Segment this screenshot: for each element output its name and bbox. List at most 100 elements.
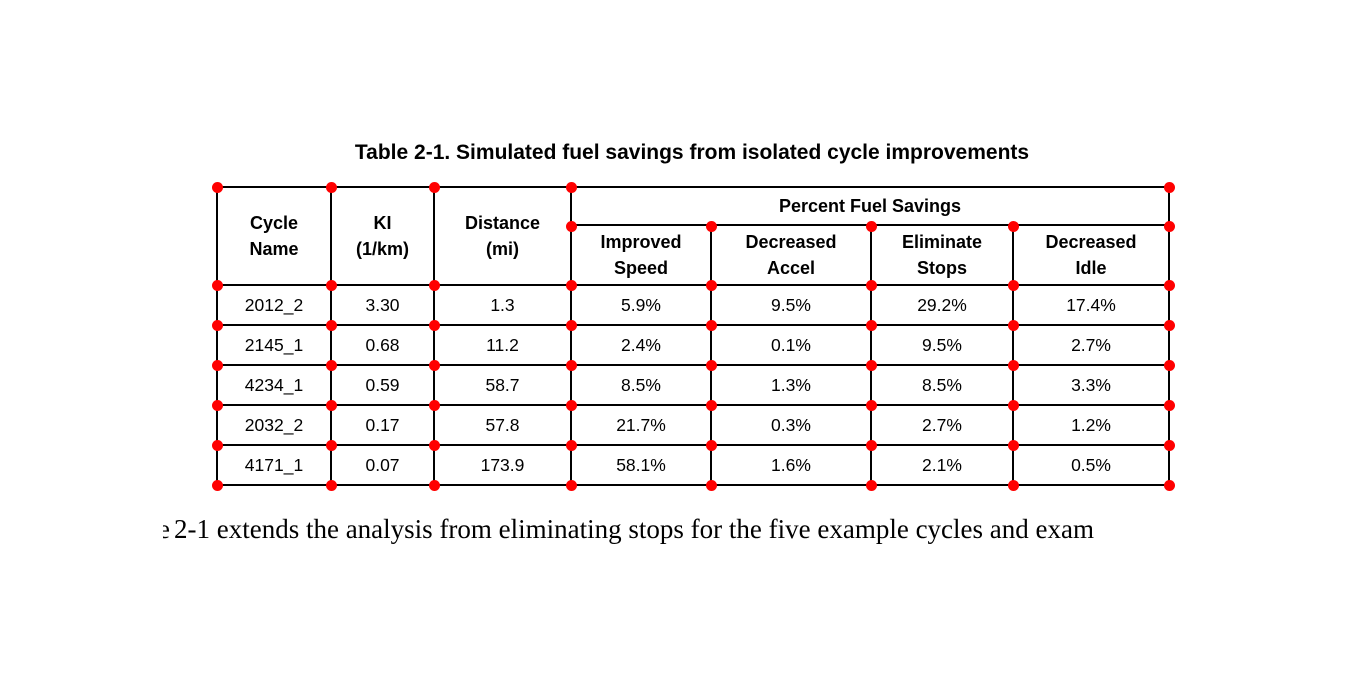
red-corner-marker bbox=[866, 440, 877, 451]
red-corner-marker bbox=[566, 182, 577, 193]
table-cell: 1.3% bbox=[710, 364, 872, 406]
header-line: Speed bbox=[613, 258, 669, 278]
table-row: 2145_1 0.68 11.2 2.4% 0.1% 9.5% 2.7% bbox=[216, 324, 1171, 366]
header-line: Stops bbox=[916, 258, 967, 278]
col-header-ki: KI (1/km) bbox=[330, 186, 435, 286]
table-cell: 8.5% bbox=[570, 364, 712, 406]
col-header-decreased-idle: Decreased Idle bbox=[1011, 224, 1171, 286]
red-corner-marker bbox=[1164, 221, 1175, 232]
table-cell: 0.68 bbox=[330, 324, 435, 366]
red-corner-marker bbox=[706, 480, 717, 491]
red-corner-marker bbox=[429, 280, 440, 291]
red-corner-marker bbox=[1008, 440, 1019, 451]
red-corner-marker bbox=[866, 480, 877, 491]
table-row: 4234_1 0.59 58.7 8.5% 1.3% 8.5% 3.3% bbox=[216, 364, 1171, 406]
header-line: Eliminate bbox=[901, 231, 983, 252]
table-cell: 1.2% bbox=[1011, 404, 1171, 446]
col-header-eliminate-stops: Eliminate Stops bbox=[870, 224, 1014, 286]
red-corner-marker bbox=[1164, 440, 1175, 451]
red-corner-marker bbox=[326, 280, 337, 291]
red-corner-marker bbox=[1164, 320, 1175, 331]
table-row: 2012_2 3.30 1.3 5.9% 9.5% 29.2% 17.4% bbox=[216, 284, 1171, 326]
red-corner-marker bbox=[1008, 360, 1019, 371]
body-text-content: 2-1 extends the analysis from eliminatin… bbox=[174, 514, 1094, 544]
red-corner-marker bbox=[566, 320, 577, 331]
red-corner-marker bbox=[566, 280, 577, 291]
table-cell: 4171_1 bbox=[216, 444, 332, 486]
red-corner-marker bbox=[706, 440, 717, 451]
red-corner-marker bbox=[212, 280, 223, 291]
table-cell: 4234_1 bbox=[216, 364, 332, 406]
table-cell: 0.17 bbox=[330, 404, 435, 446]
table-cell: 21.7% bbox=[570, 404, 712, 446]
red-corner-marker bbox=[1008, 221, 1019, 232]
group-header-percent-fuel-savings: Percent Fuel Savings bbox=[569, 186, 1171, 226]
table-cell: 8.5% bbox=[870, 364, 1014, 406]
red-corner-marker bbox=[866, 280, 877, 291]
header-line: Decreased bbox=[1045, 231, 1137, 252]
red-corner-marker bbox=[429, 182, 440, 193]
table-cell: 9.5% bbox=[710, 284, 872, 326]
table-cell: 58.7 bbox=[433, 364, 572, 406]
red-corner-marker bbox=[866, 320, 877, 331]
header-row-sub: Improved Speed Decreased Accel Eliminate… bbox=[217, 224, 1171, 286]
red-corner-marker bbox=[1164, 280, 1175, 291]
red-corner-marker bbox=[706, 221, 717, 232]
red-corner-marker bbox=[866, 400, 877, 411]
red-corner-marker bbox=[566, 400, 577, 411]
table-cell: 0.3% bbox=[710, 404, 872, 446]
table-cell: 173.9 bbox=[433, 444, 572, 486]
table-container: Cycle Name KI (1/km) Distance (mi) Perce… bbox=[212, 182, 1175, 491]
red-corner-marker bbox=[866, 360, 877, 371]
body-text: e 2-1 extends the analysis from eliminati… bbox=[163, 514, 1094, 545]
table-cell: 0.07 bbox=[330, 444, 435, 486]
col-header-cycle-name: Cycle Name bbox=[216, 186, 332, 286]
red-corner-marker bbox=[429, 320, 440, 331]
table-cell: 17.4% bbox=[1011, 284, 1171, 326]
red-corner-marker bbox=[566, 221, 577, 232]
header-line: (1/km) bbox=[355, 239, 409, 259]
red-corner-marker bbox=[1008, 480, 1019, 491]
red-corner-marker bbox=[429, 440, 440, 451]
table-cell: 0.5% bbox=[1011, 444, 1171, 486]
red-corner-marker bbox=[212, 480, 223, 491]
red-corner-marker bbox=[429, 480, 440, 491]
table-cell: 2.7% bbox=[1011, 324, 1171, 366]
clipped-letter: e bbox=[163, 514, 170, 544]
table-cell: 2.1% bbox=[870, 444, 1014, 486]
red-corner-marker bbox=[326, 320, 337, 331]
header-line: Decreased bbox=[745, 231, 837, 252]
red-corner-marker bbox=[326, 182, 337, 193]
red-corner-marker bbox=[1164, 400, 1175, 411]
table-cell: 2.7% bbox=[870, 404, 1014, 446]
red-corner-marker bbox=[429, 400, 440, 411]
header-line: Accel bbox=[766, 258, 816, 278]
red-corner-marker bbox=[1008, 320, 1019, 331]
header-line: Idle bbox=[1075, 258, 1107, 278]
col-header-distance: Distance (mi) bbox=[433, 186, 572, 286]
table-cell: 2032_2 bbox=[216, 404, 332, 446]
red-corner-marker bbox=[212, 182, 223, 193]
red-corner-marker bbox=[326, 360, 337, 371]
red-corner-marker bbox=[326, 400, 337, 411]
header-line: Improved bbox=[600, 231, 682, 252]
table-cell: 0.1% bbox=[710, 324, 872, 366]
table-cell: 3.30 bbox=[330, 284, 435, 326]
red-corner-marker bbox=[566, 440, 577, 451]
red-corner-marker bbox=[706, 400, 717, 411]
col-header-improved-speed: Improved Speed bbox=[570, 224, 712, 286]
table-cell: 1.3 bbox=[433, 284, 572, 326]
table-cell: 1.6% bbox=[710, 444, 872, 486]
table-cell: 57.8 bbox=[433, 404, 572, 446]
table-cell: 11.2 bbox=[433, 324, 572, 366]
red-corner-marker bbox=[326, 440, 337, 451]
col-header-decreased-accel: Decreased Accel bbox=[710, 224, 872, 286]
table-row: 2032_2 0.17 57.8 21.7% 0.3% 2.7% 1.2% bbox=[216, 404, 1171, 446]
red-corner-marker bbox=[1008, 280, 1019, 291]
table-cell: 2.4% bbox=[570, 324, 712, 366]
header-line: Cycle bbox=[249, 212, 299, 233]
table-row: 4171_1 0.07 173.9 58.1% 1.6% 2.1% 0.5% bbox=[216, 444, 1171, 486]
header-line: Distance bbox=[464, 212, 541, 233]
red-corner-marker bbox=[706, 320, 717, 331]
